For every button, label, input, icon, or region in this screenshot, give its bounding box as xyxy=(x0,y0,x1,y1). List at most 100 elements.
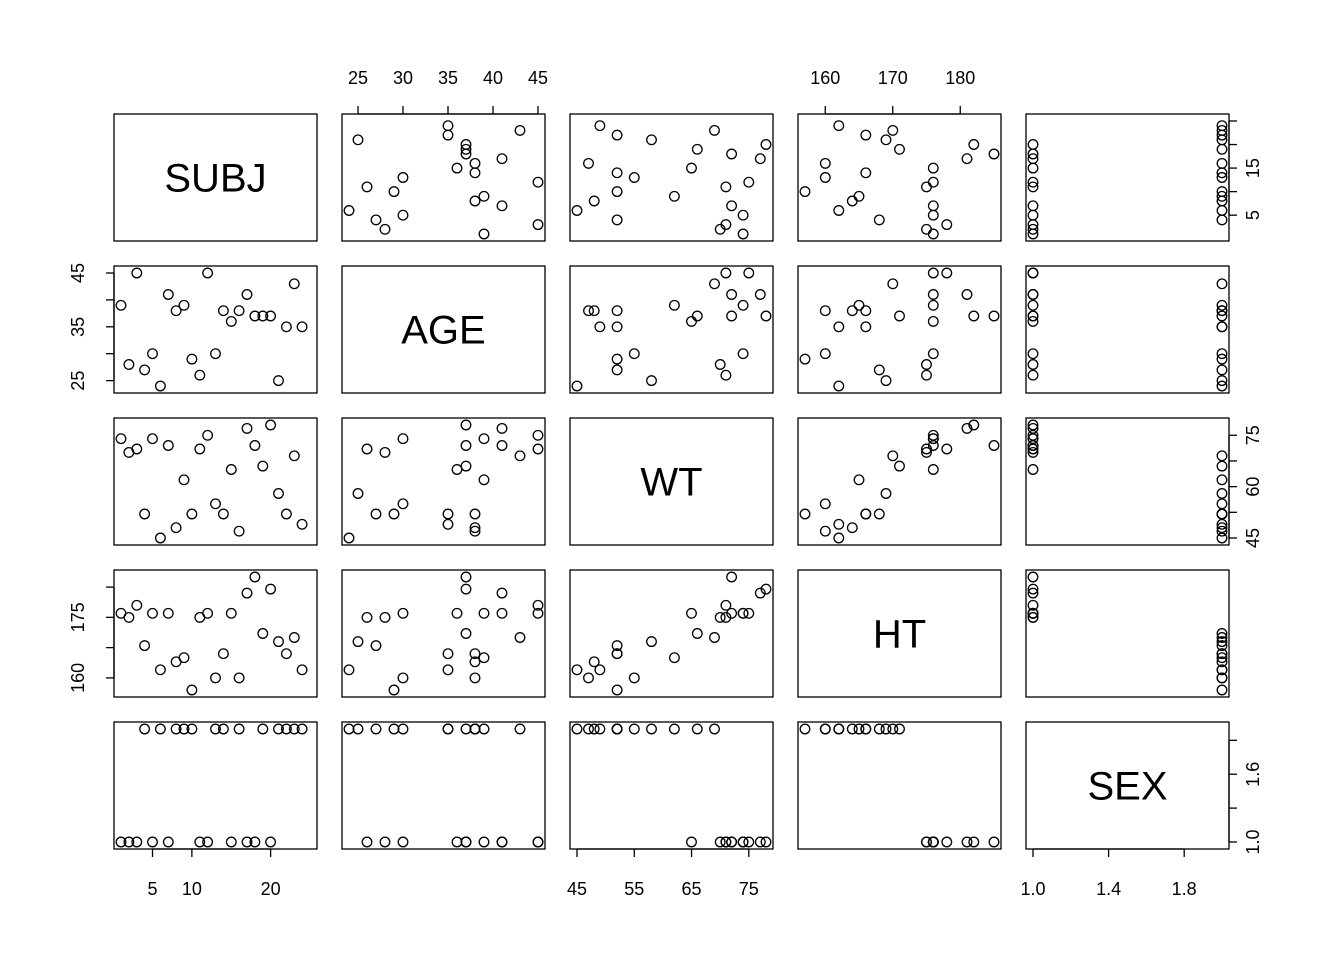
tick-label: 1.0 xyxy=(1020,879,1045,899)
data-point-17 xyxy=(961,836,973,848)
data-point-18 xyxy=(988,148,1000,160)
data-point-5 xyxy=(927,209,939,221)
data-point-17 xyxy=(241,836,253,848)
tick-label: 180 xyxy=(945,68,975,88)
data-point-21 xyxy=(646,636,657,648)
tick-label: 1.0 xyxy=(1243,829,1263,854)
data-point-21 xyxy=(352,488,364,499)
data-point-20 xyxy=(265,836,277,848)
tick-label: 10 xyxy=(182,879,202,899)
panel-frame xyxy=(113,417,318,546)
data-point-24 xyxy=(442,120,454,132)
data-point-20 xyxy=(968,139,980,150)
data-point-19 xyxy=(1216,310,1228,322)
data-point-19 xyxy=(691,310,703,322)
data-point-12 xyxy=(743,176,755,188)
data-point-17 xyxy=(496,422,508,434)
data-point-21 xyxy=(273,723,284,735)
data-point-18 xyxy=(249,310,261,322)
data-point-10 xyxy=(388,723,400,735)
data-point-15 xyxy=(225,836,237,848)
panel-age-vs-ht xyxy=(797,265,1002,394)
data-point-16 xyxy=(819,157,831,169)
data-point-7 xyxy=(927,200,939,212)
data-point-22 xyxy=(860,723,872,735)
data-point-6 xyxy=(154,664,166,676)
data-point-1 xyxy=(927,299,939,311)
data-point-12 xyxy=(927,429,939,441)
data-point-22 xyxy=(860,508,872,520)
data-point-9 xyxy=(478,474,490,486)
data-point-14 xyxy=(217,723,229,735)
data-point-17 xyxy=(496,153,508,165)
tick-label: 55 xyxy=(624,879,644,899)
panel-subj-vs-ht xyxy=(797,113,1002,242)
data-point-14 xyxy=(469,648,481,660)
data-point-14 xyxy=(469,167,481,179)
panel-ht-vs-sex xyxy=(1025,569,1230,698)
data-point-2 xyxy=(1027,359,1039,370)
data-point-24 xyxy=(594,723,606,735)
data-point-23 xyxy=(514,632,526,643)
data-point-19 xyxy=(1216,628,1228,639)
data-point-8 xyxy=(846,723,858,735)
data-point-20 xyxy=(1027,139,1039,150)
data-point-17 xyxy=(961,289,973,300)
data-point-2 xyxy=(921,446,932,458)
data-point-18 xyxy=(726,836,738,848)
tick-label: 75 xyxy=(1243,425,1263,445)
data-point-6 xyxy=(1216,532,1228,544)
data-point-14 xyxy=(217,508,229,520)
tick-label: 20 xyxy=(261,879,281,899)
data-point-24 xyxy=(594,664,606,676)
data-point-3 xyxy=(941,836,953,848)
tick-label: 5 xyxy=(147,879,157,899)
data-point-8 xyxy=(1216,656,1228,668)
panel-frame xyxy=(797,113,1002,242)
panel-frame xyxy=(113,265,318,394)
data-point-21 xyxy=(273,488,284,499)
data-point-14 xyxy=(860,305,872,317)
data-point-1 xyxy=(478,607,490,619)
data-point-22 xyxy=(442,648,454,660)
data-point-17 xyxy=(961,422,973,434)
data-point-3 xyxy=(720,267,732,279)
data-point-2 xyxy=(379,446,391,458)
panel-frame xyxy=(1025,265,1230,394)
data-point-21 xyxy=(352,134,364,146)
data-point-24 xyxy=(296,321,308,333)
data-point-12 xyxy=(743,836,755,848)
data-point-2 xyxy=(379,836,391,848)
panel-wt-vs-ht xyxy=(797,417,1002,546)
data-point-4 xyxy=(873,364,885,376)
data-point-20 xyxy=(1027,419,1039,431)
panel-wt-vs-age xyxy=(341,417,546,546)
data-point-3 xyxy=(532,219,544,231)
data-point-1 xyxy=(478,836,490,848)
tick-label: 25 xyxy=(68,371,88,391)
data-point-15 xyxy=(927,836,939,848)
data-point-12 xyxy=(532,429,544,441)
data-point-8 xyxy=(170,723,182,735)
data-point-17 xyxy=(1027,587,1039,599)
data-point-23 xyxy=(709,124,720,136)
data-point-24 xyxy=(1216,518,1228,530)
data-point-12 xyxy=(532,836,544,848)
data-point-17 xyxy=(754,153,766,165)
data-point-4 xyxy=(139,723,151,735)
data-point-22 xyxy=(860,321,872,333)
data-point-5 xyxy=(397,607,409,619)
data-point-8 xyxy=(588,195,600,207)
data-point-19 xyxy=(691,143,703,155)
data-point-23 xyxy=(887,124,899,136)
data-point-3 xyxy=(720,599,732,611)
data-point-15 xyxy=(927,162,939,174)
data-point-19 xyxy=(894,310,905,322)
tick-label: 35 xyxy=(438,68,458,88)
data-point-20 xyxy=(760,310,772,322)
data-point-5 xyxy=(147,607,158,619)
data-point-10 xyxy=(186,508,198,520)
data-point-18 xyxy=(249,571,261,583)
data-point-13 xyxy=(628,348,640,360)
data-point-21 xyxy=(1216,375,1228,387)
